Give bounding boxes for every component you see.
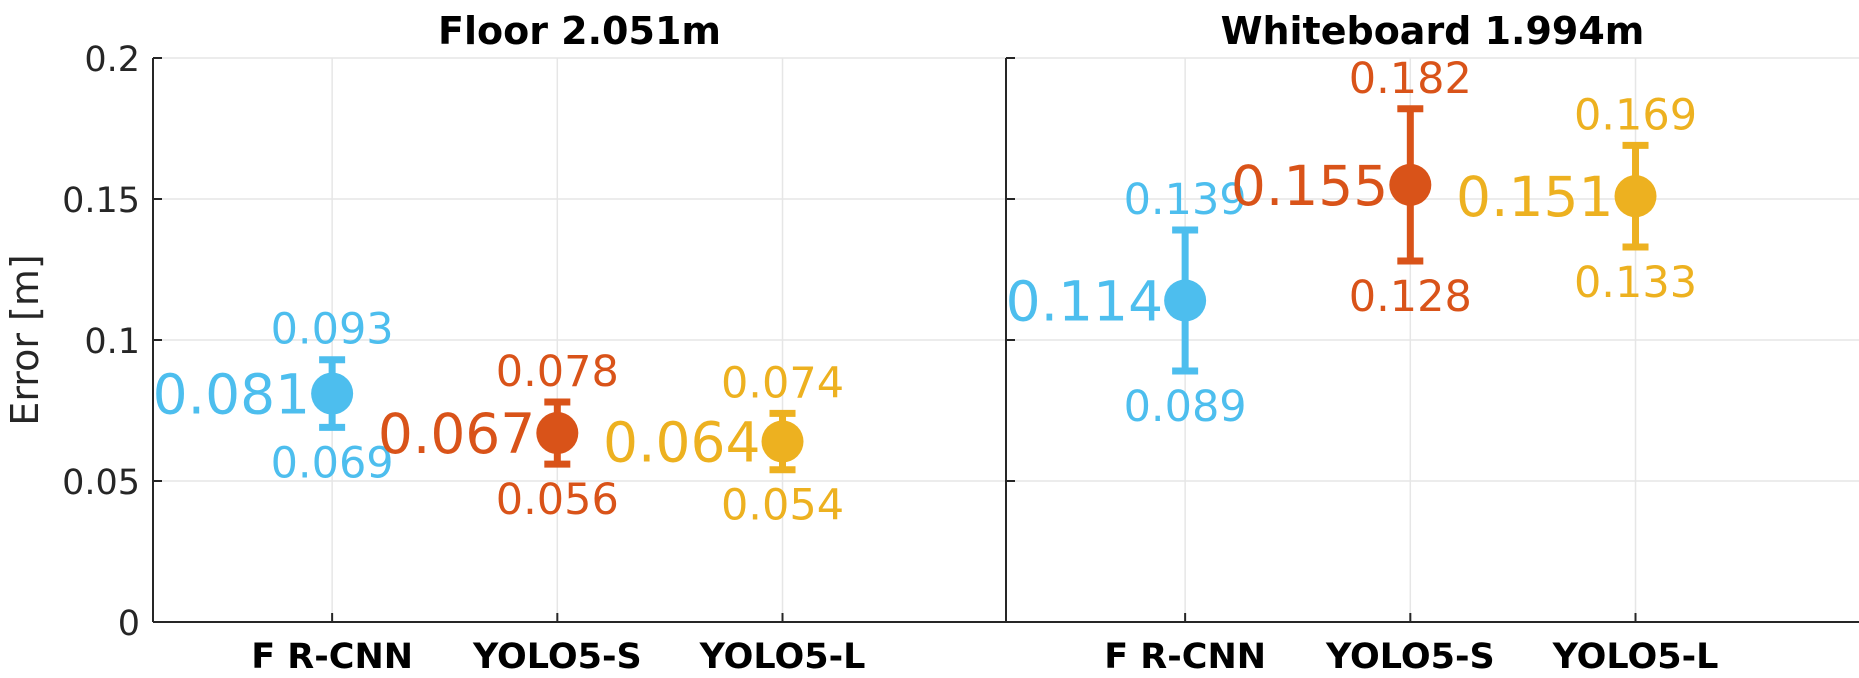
mean-marker (761, 420, 804, 463)
panel-title: Floor 2.051m (438, 9, 721, 53)
chart-root: Floor 2.051m F R-CNN YOLO5-S YOLO5-L 0.081 0.… (3, 9, 1859, 677)
x-tick-label: F R-CNN (1104, 637, 1266, 677)
upper-value-label: 0.139 (1124, 175, 1247, 225)
mean-marker (536, 412, 579, 455)
x-tick-label: YOLO5-L (699, 637, 866, 677)
lower-value-label: 0.128 (1349, 272, 1472, 322)
mean-value-label: 0.151 (1456, 165, 1613, 229)
mean-marker (1389, 163, 1432, 206)
y-axis-label: Error [m] (3, 254, 47, 425)
x-tick-label: YOLO5-S (1325, 637, 1495, 677)
mean-marker (311, 372, 354, 415)
x-tick-label: YOLO5-S (472, 637, 642, 677)
x-tick-label: F R-CNN (251, 637, 413, 677)
y-tick-label: 0.05 (62, 463, 140, 503)
panel-title: Whiteboard 1.994m (1221, 9, 1645, 53)
y-tick-label: 0.1 (84, 322, 140, 362)
upper-value-label: 0.169 (1574, 90, 1697, 140)
mean-value-label: 0.081 (153, 363, 310, 427)
y-tick-label: 0.15 (62, 181, 140, 221)
upper-value-label: 0.078 (496, 347, 619, 397)
lower-value-label: 0.089 (1124, 382, 1247, 432)
upper-value-label: 0.182 (1349, 54, 1472, 104)
x-tick-label: YOLO5-L (1552, 637, 1719, 677)
lower-value-label: 0.056 (496, 475, 619, 525)
upper-value-label: 0.093 (271, 305, 394, 355)
mean-value-label: 0.155 (1231, 154, 1388, 218)
mean-value-label: 0.064 (603, 411, 760, 475)
y-tick-label: 0 (118, 604, 140, 644)
y-tick-label: 0.2 (84, 40, 140, 80)
lower-value-label: 0.069 (271, 438, 394, 488)
lower-value-label: 0.133 (1574, 258, 1697, 308)
mean-marker (1164, 279, 1207, 322)
mean-value-label: 0.067 (378, 402, 535, 466)
lower-value-label: 0.054 (721, 481, 844, 531)
upper-value-label: 0.074 (721, 358, 844, 408)
mean-value-label: 0.114 (1006, 270, 1163, 334)
mean-marker (1614, 175, 1657, 218)
